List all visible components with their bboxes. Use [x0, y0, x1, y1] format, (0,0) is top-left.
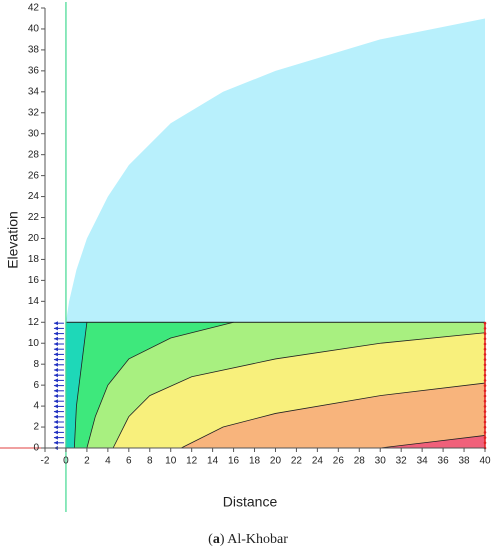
contour-line [181, 382, 486, 449]
y-tick-label: 18 [28, 254, 40, 265]
x-tick-label: 38 [458, 456, 470, 467]
arrow-head [53, 420, 58, 424]
arrow-head [53, 383, 58, 388]
x-tick-label: 12 [186, 456, 198, 467]
y-tick-label: 28 [28, 149, 40, 160]
arrow-head [53, 347, 58, 352]
arrow-head [53, 368, 58, 372]
x-tick-label: 0 [63, 456, 69, 467]
y-tick-label: 16 [28, 275, 40, 286]
x-tick-label: 4 [105, 456, 111, 467]
y-tick-label: 2 [33, 422, 39, 433]
arrow-head [53, 409, 58, 414]
y-tick-label: 26 [28, 170, 40, 181]
y-tick-label: 14 [28, 296, 40, 307]
arrow-head [53, 394, 58, 398]
arrow-head [53, 430, 58, 435]
arrow-head [53, 342, 58, 346]
contour-line [73, 322, 88, 449]
x-tick-label: 40 [479, 456, 491, 467]
extended-region [65, 18, 485, 323]
caption-text: ) Al-Khobar [220, 532, 288, 547]
contour-band [181, 383, 485, 448]
contour-line [86, 321, 234, 449]
arrow-head [53, 425, 58, 430]
arrow-head [53, 388, 58, 393]
x-tick-label: 28 [354, 456, 366, 467]
y-tick-label: 24 [28, 191, 40, 202]
arrow-head [53, 321, 58, 326]
y-tick-label: 42 [28, 3, 40, 14]
x-tick-label: 6 [126, 456, 132, 467]
y-tick-label: 0 [33, 443, 39, 454]
x-tick-label: 24 [312, 456, 324, 467]
x-tick-label: 20 [270, 456, 282, 467]
x-tick-label: 16 [228, 456, 240, 467]
y-tick-label: 22 [28, 212, 40, 223]
x-tick-label: 14 [207, 456, 219, 467]
x-tick-label: 34 [417, 456, 429, 467]
contour-line [112, 332, 486, 449]
arrow-head [53, 414, 58, 419]
arrow-head [53, 336, 58, 341]
y-tick-label: 12 [28, 317, 40, 328]
arrow-head [53, 357, 58, 362]
x-tick-label: 2 [84, 456, 90, 467]
y-tick-label: 10 [28, 338, 40, 349]
arrow-head [53, 440, 58, 445]
x-tick-label: 8 [147, 456, 153, 467]
arrow-head [53, 331, 58, 336]
y-tick-label: 6 [33, 380, 39, 391]
caption-open: ( [208, 532, 213, 547]
x-tick-label: -2 [41, 456, 50, 467]
arrow-head [53, 373, 58, 378]
arrow-head [53, 404, 58, 409]
arrow-head [53, 362, 58, 367]
caption: (a) Al-Khobar [208, 532, 288, 547]
arrow-head [53, 435, 58, 440]
y-tick-label: 30 [28, 128, 40, 139]
contour-line [380, 435, 486, 449]
x-tick-label: 36 [438, 456, 450, 467]
y-tick-label: 34 [28, 86, 40, 97]
x-tick-label: 22 [291, 456, 303, 467]
y-tick-label: 36 [28, 65, 40, 76]
caption-label: a [213, 532, 220, 547]
arrow-head [53, 352, 58, 357]
x-tick-label: 30 [375, 456, 387, 467]
arrow-head [53, 399, 58, 404]
y-tick-label: 38 [28, 45, 40, 56]
x-axis-label: Distance [223, 494, 278, 510]
y-tick-label: 32 [28, 107, 40, 118]
arrow-head [53, 326, 58, 331]
x-tick-label: 32 [396, 456, 408, 467]
y-tick-label: 40 [28, 24, 40, 35]
y-tick-label: 8 [33, 359, 39, 370]
y-tick-label: 4 [33, 401, 39, 412]
arrow-head [53, 378, 58, 383]
x-tick-label: 18 [249, 456, 261, 467]
y-axis-label: Elevation [5, 211, 21, 269]
y-tick-label: 20 [28, 233, 40, 244]
x-tick-label: 26 [333, 456, 345, 467]
x-tick-label: 10 [165, 456, 177, 467]
